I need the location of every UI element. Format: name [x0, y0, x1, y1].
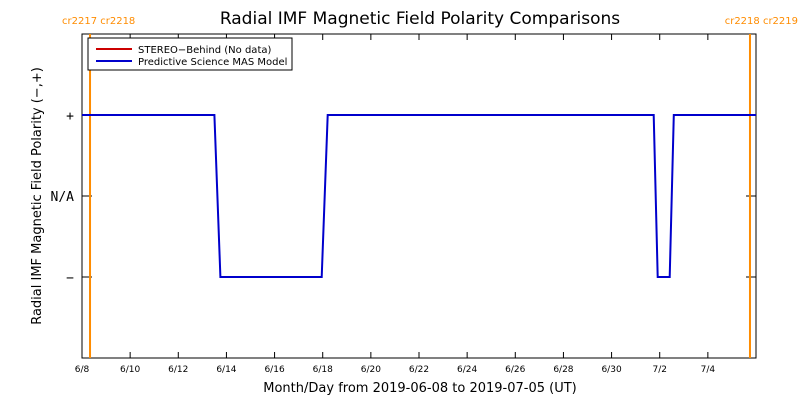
x-tick-label: 6/30 — [601, 365, 621, 375]
series-line-mas-model — [82, 114, 756, 278]
chart-title: Radial IMF Magnetic Field Polarity Compa… — [220, 9, 620, 29]
x-tick-label: 7/2 — [652, 365, 666, 375]
x-tick-label: 6/12 — [168, 365, 188, 375]
legend-entry-label: Predictive Science MAS Model — [138, 57, 287, 68]
carrington-marker-label: cr2218 cr2219 — [725, 16, 798, 27]
x-tick-label: 6/14 — [216, 365, 236, 375]
x-tick-label: 6/8 — [75, 365, 90, 375]
x-tick-label: 6/24 — [457, 365, 477, 375]
x-tick-label: 6/22 — [409, 365, 429, 375]
x-tick-label: 6/20 — [361, 365, 381, 375]
x-tick-label: 7/4 — [701, 365, 716, 375]
carrington-marker-label: cr2217 cr2218 — [62, 16, 135, 27]
y-tick-label: − — [66, 271, 74, 286]
x-axis: 6/8 6/10 6/12 6/14 6/16 6/18 6/20 6/22 6/24 6/26 6… — [75, 34, 716, 375]
y-tick-label: + — [66, 109, 74, 124]
legend: STEREO−Behind (No data)Predictive Scienc… — [87, 37, 293, 71]
x-tick-label: 6/28 — [553, 365, 573, 375]
y-tick-label: N/A — [51, 190, 75, 205]
y-axis: + N/A − — [51, 109, 756, 286]
x-tick-label: 6/10 — [120, 365, 140, 375]
data-series — [82, 114, 756, 278]
legend-box — [87, 37, 293, 71]
x-axis-label: Month/Day from 2019-06-08 to 2019-07-05 … — [263, 381, 576, 396]
x-tick-label: 6/16 — [264, 365, 284, 375]
x-tick-label: 6/26 — [505, 365, 525, 375]
legend-entry-label: STEREO−Behind (No data) — [138, 45, 271, 56]
x-tick-label: 6/18 — [313, 365, 333, 375]
carrington-rotation-markers: cr2217 cr2218 cr2218 cr2219 — [62, 16, 798, 358]
y-axis-label: Radial IMF Magnetic Field Polarity (−,+) — [30, 67, 45, 325]
